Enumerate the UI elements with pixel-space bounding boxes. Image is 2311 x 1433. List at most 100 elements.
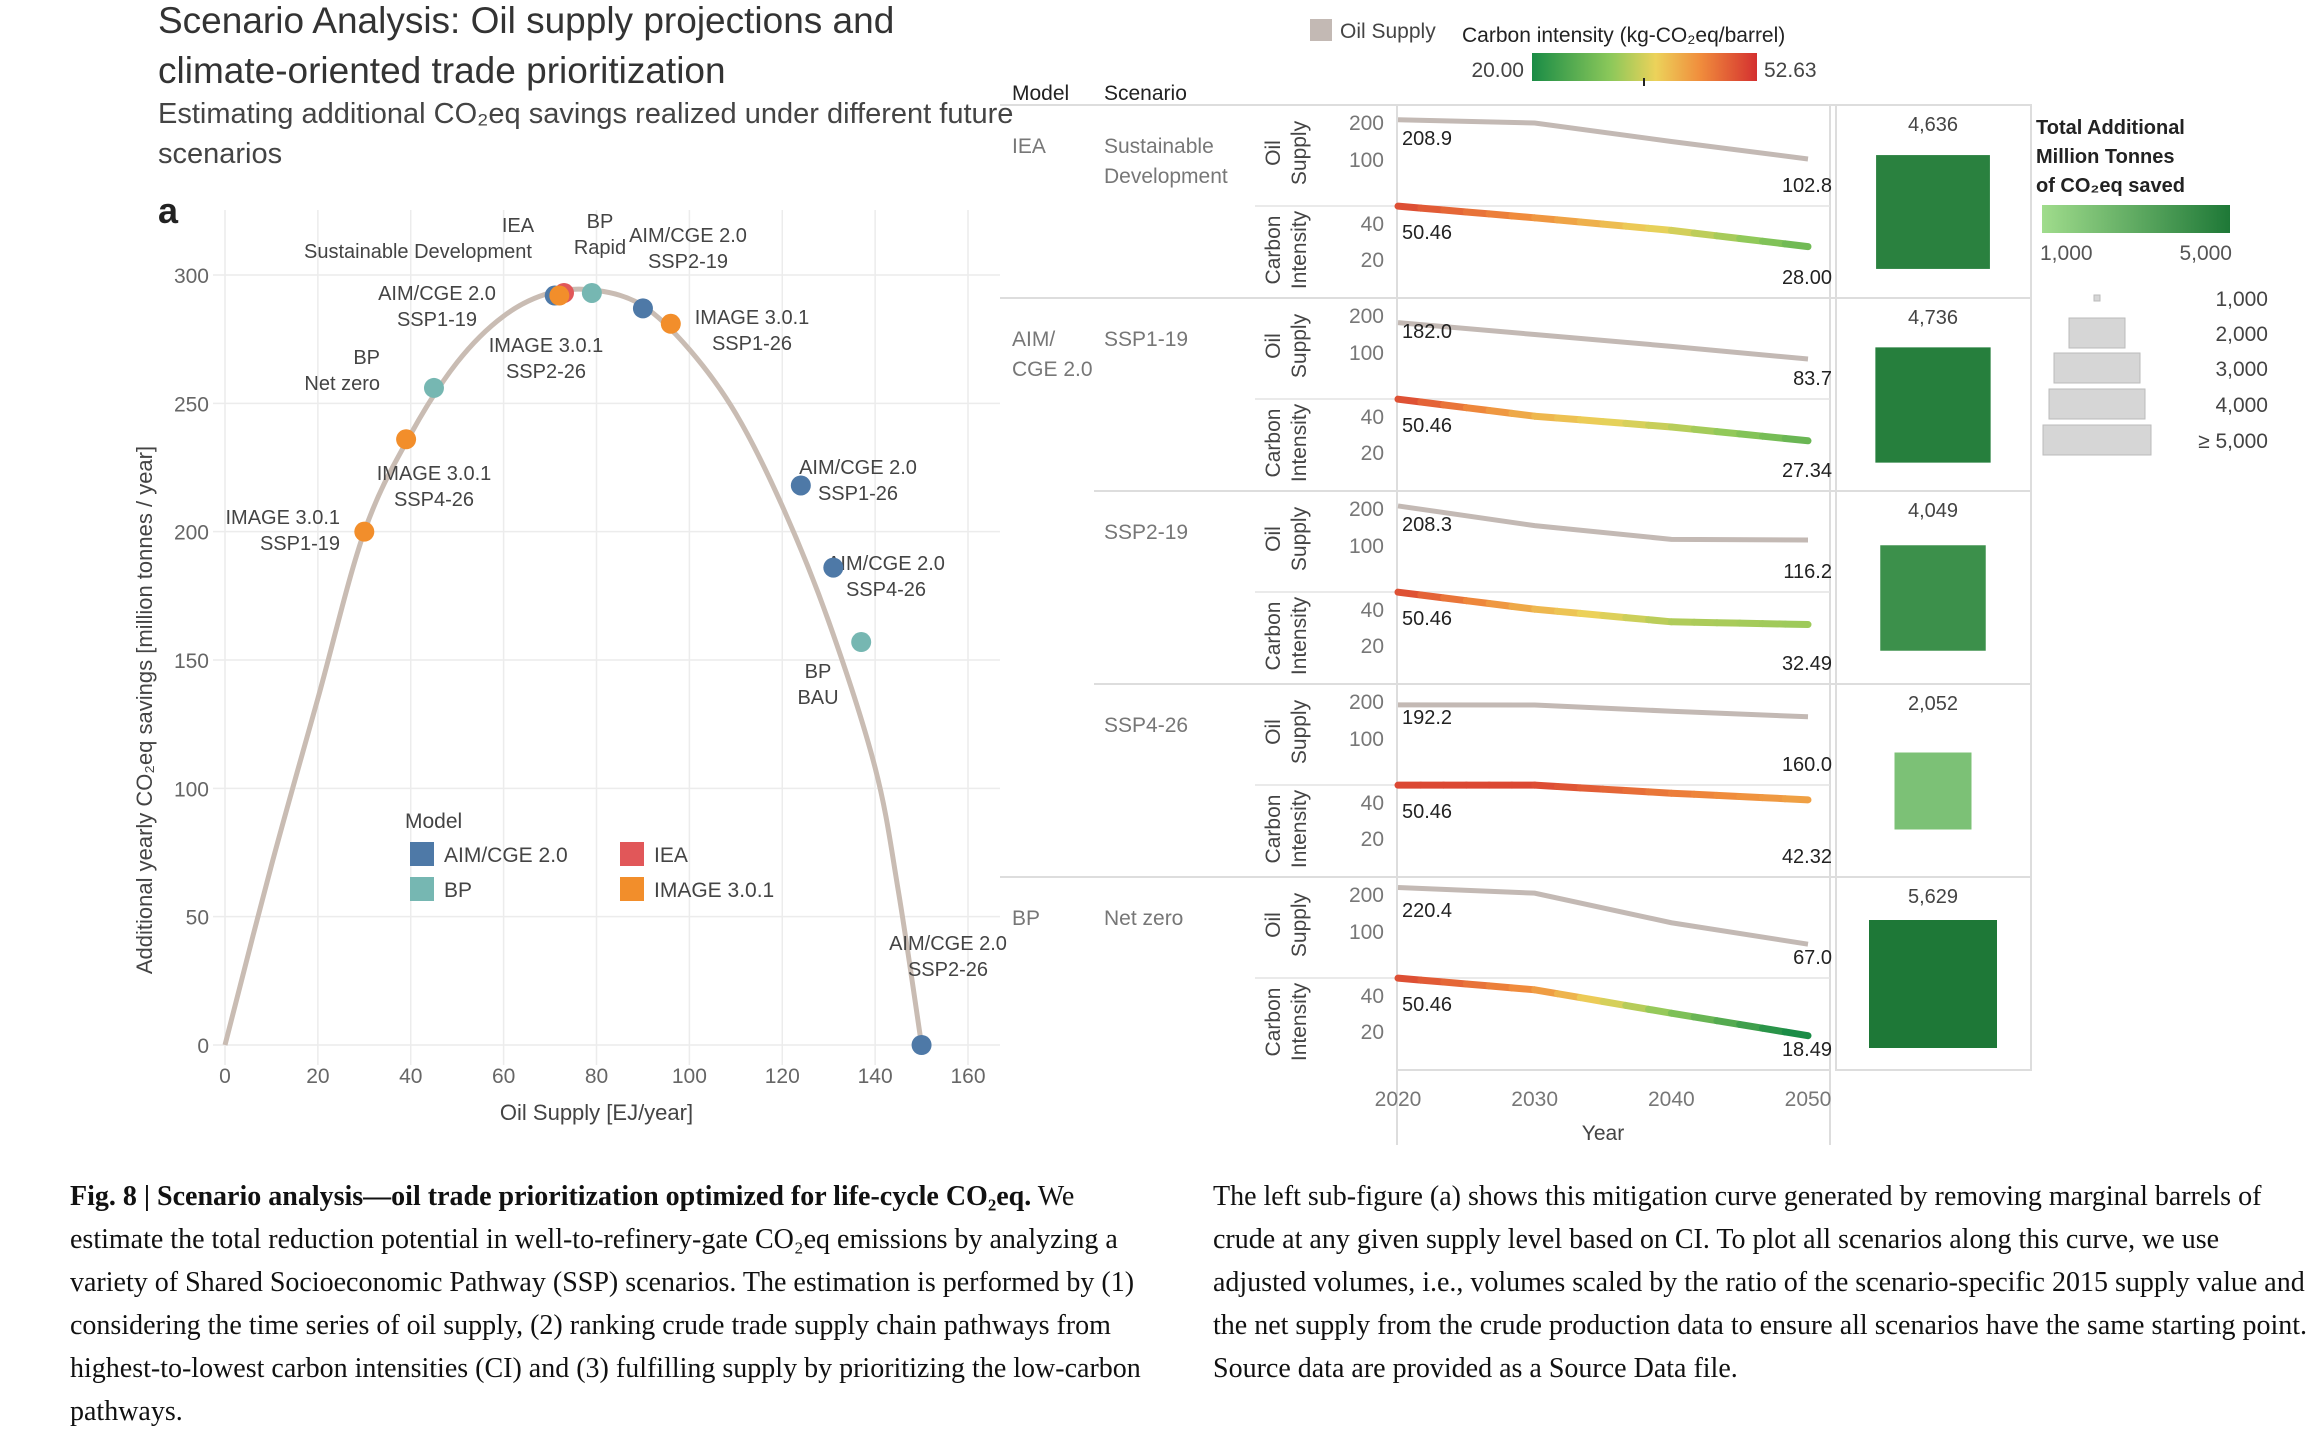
caption-left-bold: Fig. 8 | Scenario analysis—oil trade pri…	[70, 1181, 1031, 1212]
oil-end-label: 116.2	[1783, 561, 1832, 583]
data-point	[354, 522, 374, 542]
x-tick-label: 140	[858, 1065, 893, 1088]
x-tick-label: 60	[492, 1065, 515, 1088]
point-label-scenario: BAU	[797, 687, 838, 709]
row-label-oil-2: Supply	[1288, 892, 1311, 957]
point-label-model: BP	[587, 211, 614, 233]
row-model-label: BP	[1012, 907, 1040, 930]
ci-start-label: 50.46	[1402, 608, 1452, 630]
oil-tick-label: 100	[1349, 149, 1384, 172]
caption-right: The left sub-figure (a) shows this mitig…	[1213, 1175, 2311, 1390]
x-tick-label: 100	[672, 1065, 707, 1088]
point-label-model: AIM/CGE 2.0	[378, 283, 496, 305]
ci-legend-title: Carbon intensity (kg-CO₂eq/barrel)	[1462, 24, 1785, 47]
legend-swatch	[620, 877, 644, 901]
ci-end-label: 42.32	[1782, 846, 1832, 868]
ci-tick-label: 20	[1361, 442, 1384, 465]
oil-tick-label: 100	[1349, 921, 1384, 944]
point-label-model: IMAGE 3.0.1	[489, 335, 604, 357]
oil-start-label: 208.3	[1402, 514, 1452, 536]
point-label-scenario: Rapid	[574, 237, 626, 259]
oil-supply-line	[1398, 887, 1808, 944]
x-axis-label: Oil Supply [EJ/year]	[500, 1100, 693, 1125]
ci-tick-label: 40	[1361, 406, 1384, 429]
oil-tick-label: 200	[1349, 691, 1384, 714]
point-label-scenario: SSP4-26	[846, 579, 926, 601]
column-header-scenario: Scenario	[1104, 82, 1187, 105]
ci-tick-label: 20	[1361, 249, 1384, 272]
ci-start-label: 50.46	[1402, 415, 1452, 437]
savings-legend-bar	[2042, 205, 2230, 233]
row-scenario-label: Sustainable	[1104, 135, 1214, 158]
size-legend-square	[2054, 353, 2140, 383]
data-point	[823, 558, 843, 578]
oil-start-label: 182.0	[1402, 321, 1452, 343]
savings-square	[1876, 155, 1990, 269]
savings-value-label: 5,629	[1908, 886, 1958, 908]
data-point	[633, 298, 653, 318]
oil-start-label: 220.4	[1402, 900, 1452, 922]
oil-end-label: 102.8	[1782, 175, 1832, 197]
point-label-scenario: Net zero	[304, 373, 380, 395]
y-tick-label: 300	[174, 265, 209, 288]
oil-start-label: 208.9	[1402, 128, 1452, 150]
row-label-oil-1: Oil	[1262, 140, 1285, 166]
ci-legend-max: 52.63	[1764, 59, 1817, 82]
size-legend-label: 4,000	[2215, 394, 2268, 417]
point-label-model: IMAGE 3.0.1	[226, 507, 341, 529]
ci-start-label: 50.46	[1402, 994, 1452, 1016]
savings-square	[1895, 753, 1972, 830]
savings-legend-title: Million Tonnes	[2036, 146, 2175, 168]
point-label-model: IEA	[502, 215, 535, 237]
row-scenario-label: Net zero	[1104, 907, 1183, 930]
row-scenario-label: Development	[1104, 165, 1228, 188]
y-tick-label: 0	[197, 1035, 209, 1058]
ci-start-label: 50.46	[1402, 222, 1452, 244]
ci-legend-min: 20.00	[1471, 59, 1524, 82]
row-label-ci-2: Intensity	[1288, 789, 1311, 868]
oil-tick-label: 100	[1349, 342, 1384, 365]
year-tick-label: 2030	[1511, 1088, 1558, 1111]
row-label-ci-1: Carbon	[1262, 216, 1285, 285]
savings-value-label: 2,052	[1908, 693, 1958, 715]
scenario-panel: Oil Supply Carbon intensity (kg-CO₂eq/bar…	[1000, 0, 2311, 1160]
size-legend-label: 3,000	[2215, 358, 2268, 381]
legend-swatch	[410, 877, 434, 901]
data-point	[791, 475, 811, 495]
ci-tick-label: 20	[1361, 828, 1384, 851]
point-label-scenario: SSP1-19	[397, 309, 477, 331]
savings-legend-min: 1,000	[2040, 242, 2093, 265]
legend-label: IMAGE 3.0.1	[654, 879, 774, 902]
ci-line-segment	[1785, 244, 1808, 247]
ci-tick-label: 40	[1361, 213, 1384, 236]
ci-tick-label: 20	[1361, 1021, 1384, 1044]
point-label-scenario: SSP2-26	[908, 959, 988, 981]
savings-value-label: 4,636	[1908, 114, 1958, 136]
row-label-ci-2: Intensity	[1288, 596, 1311, 675]
oil-end-label: 67.0	[1793, 947, 1832, 969]
point-label-scenario: SSP1-26	[712, 333, 792, 355]
data-point	[661, 314, 681, 334]
point-label-scenario: SSP4-26	[394, 489, 474, 511]
legend-swatch	[620, 842, 644, 866]
ci-end-label: 27.34	[1782, 460, 1832, 482]
data-point	[582, 283, 602, 303]
point-label-model: BP	[353, 347, 380, 369]
oil-supply-legend-label: Oil Supply	[1340, 20, 1436, 43]
size-legend-square	[2069, 318, 2125, 348]
point-label-scenario: SSP1-26	[818, 483, 898, 505]
y-tick-label: 150	[174, 650, 209, 673]
savings-square	[1875, 347, 1990, 462]
row-label-ci-2: Intensity	[1288, 210, 1311, 289]
row-label-ci-1: Carbon	[1262, 602, 1285, 671]
row-label-oil-1: Oil	[1262, 912, 1285, 938]
oil-supply-line	[1398, 506, 1808, 540]
data-point	[851, 632, 871, 652]
point-label-model: AIM/CGE 2.0	[827, 553, 945, 575]
x-tick-label: 80	[585, 1065, 608, 1088]
point-label-model: BP	[805, 661, 832, 683]
row-model-label: IEA	[1012, 135, 1046, 158]
year-tick-label: 2050	[1785, 1088, 1832, 1111]
oil-tick-label: 200	[1349, 884, 1384, 907]
y-tick-label: 100	[174, 778, 209, 801]
